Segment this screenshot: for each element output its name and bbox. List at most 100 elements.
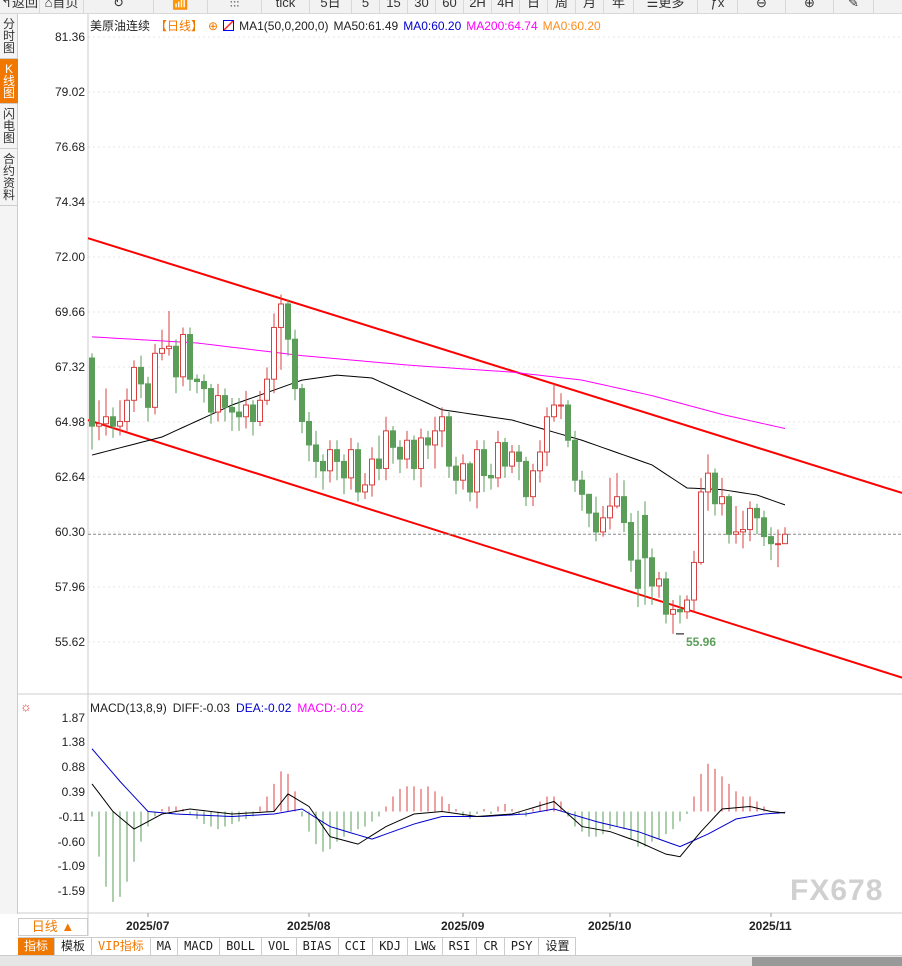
toolbar-button-19[interactable]: ⊖ xyxy=(738,0,786,13)
candle xyxy=(432,416,438,469)
candle-body xyxy=(670,608,676,615)
tab-3[interactable]: MA xyxy=(150,938,179,956)
macd-legend: MACD(13,8,9) DIFF:-0.03 DEA:-0.02 MACD:-… xyxy=(90,701,363,715)
sidebar-item-1[interactable]: K线图 xyxy=(0,59,18,104)
candle-body xyxy=(320,460,326,472)
candle xyxy=(376,435,382,481)
candle-body xyxy=(313,444,319,462)
candle xyxy=(719,477,725,516)
candle xyxy=(663,571,669,624)
tab-8[interactable]: CCI xyxy=(338,938,374,956)
candle xyxy=(194,374,200,394)
candle xyxy=(551,383,557,422)
toolbar-button-3[interactable]: 📶 xyxy=(154,0,208,13)
sidebar-item-3[interactable]: 合约资料 xyxy=(0,149,18,206)
candle-body xyxy=(691,561,697,601)
candle xyxy=(733,506,739,544)
candle xyxy=(103,388,109,436)
toolbar-button-9[interactable]: 30 xyxy=(408,0,436,13)
candle-body xyxy=(166,345,172,350)
indicator-name: MA1(50,0,200,0) xyxy=(239,18,329,33)
candle-body xyxy=(761,517,767,538)
toolbar-button-18[interactable]: ƒx xyxy=(698,0,738,13)
horizontal-scrollbar[interactable] xyxy=(0,955,902,966)
candle xyxy=(250,400,256,436)
toolbar-button-13[interactable]: 日 xyxy=(520,0,548,13)
toolbar-button-1[interactable]: ⌂首页 xyxy=(40,0,84,13)
sidebar-item-2[interactable]: 闪电图 xyxy=(0,104,18,149)
candle-body xyxy=(593,512,599,533)
price-tick-label: 79.02 xyxy=(54,84,85,99)
toolbar-button-0[interactable]: ↰返回 xyxy=(0,0,40,13)
price-legend: 美原油连续 【日线】 ⊕ MA1(50,0,200,0) MA50:61.49 … xyxy=(90,17,601,34)
tab-11[interactable]: RSI xyxy=(442,938,478,956)
toolbar-button-17[interactable]: ☰更多 xyxy=(634,0,698,13)
macd-name: MACD(13,8,9) xyxy=(90,701,167,715)
tab-2[interactable]: VIP指标 xyxy=(92,938,151,956)
toolbar-button-10[interactable]: 60 xyxy=(436,0,464,13)
crosshair-icon[interactable]: ⊕ xyxy=(208,18,219,33)
toolbar-button-2[interactable]: ↻ xyxy=(84,0,154,13)
tab-14[interactable]: 设置 xyxy=(539,938,577,956)
toolbar: ↰返回 ⌂首页 ↻ 📶 ⫶⫶⫶ tick 5日 5 15 30 60 2H 4H 日周月年 ☰更多 ƒx ⊖ ⊕ ✎ xyxy=(0,0,902,14)
toolbar-button-20[interactable]: ⊕ xyxy=(786,0,834,13)
indicator-icon[interactable] xyxy=(223,20,235,31)
toolbar-button-6[interactable]: 5日 xyxy=(310,0,352,13)
toolbar-button-11[interactable]: 2H xyxy=(464,0,492,13)
tab-4[interactable]: MACD xyxy=(178,938,221,956)
candle xyxy=(96,400,102,441)
diff-value: DIFF:-0.03 xyxy=(172,701,231,715)
candle-body xyxy=(628,522,634,561)
symbol-name: 美原油连续 xyxy=(90,19,151,33)
candle-body xyxy=(215,395,221,413)
toolbar-button-12[interactable]: 4H xyxy=(492,0,520,13)
scrollbar-thumb[interactable] xyxy=(752,957,902,966)
tab-1[interactable]: 模板 xyxy=(55,938,93,956)
macd-settings-icon[interactable]: ☼ xyxy=(20,699,32,714)
tab-10[interactable]: LW& xyxy=(407,938,443,956)
candle xyxy=(607,477,613,530)
candle xyxy=(306,412,312,462)
candle-body xyxy=(635,559,641,589)
sidebar-item-0[interactable]: 分时图 xyxy=(0,14,18,59)
candle xyxy=(558,393,564,420)
tab-6[interactable]: VOL xyxy=(261,938,297,956)
toolbar-button-16[interactable]: 年 xyxy=(604,0,634,13)
candle-body xyxy=(145,383,151,408)
candle xyxy=(593,496,599,542)
ma50-value: MA50:61.49 xyxy=(333,18,399,33)
macd-tick-label: -1.59 xyxy=(57,884,85,899)
candle xyxy=(460,454,466,490)
toolbar-button-8[interactable]: 15 xyxy=(380,0,408,13)
candle-body xyxy=(173,345,179,378)
tab-9[interactable]: KDJ xyxy=(373,938,408,956)
toolbar-button-21[interactable]: ✎ xyxy=(834,0,874,13)
tab-5[interactable]: BOLL xyxy=(220,938,262,956)
candle-body xyxy=(509,451,515,467)
tab-13[interactable]: PSY xyxy=(504,938,540,956)
candle-body xyxy=(565,404,571,441)
candle-body xyxy=(271,326,277,380)
trendline-0[interactable] xyxy=(87,237,902,494)
toolbar-button-5[interactable]: tick xyxy=(262,0,310,13)
toolbar-button-15[interactable]: 月 xyxy=(576,0,604,13)
period-label: 【日线】 xyxy=(155,19,204,33)
toolbar-button-14[interactable]: 周 xyxy=(548,0,576,13)
candle-body xyxy=(243,404,249,418)
tab-7[interactable]: BIAS xyxy=(296,938,339,956)
candle-body xyxy=(355,449,361,493)
candle xyxy=(439,407,445,448)
tab-12[interactable]: CR xyxy=(477,938,505,956)
candle xyxy=(761,510,767,547)
toolbar-button-4[interactable]: ⫶⫶⫶ xyxy=(208,0,262,13)
candle xyxy=(656,571,662,598)
candle xyxy=(544,407,550,467)
tab-0[interactable]: 指标 xyxy=(18,938,56,956)
candle-body xyxy=(614,496,620,507)
period-selector[interactable]: 日线 ▲ xyxy=(18,918,88,936)
candle-body xyxy=(292,338,298,390)
toolbar-button-7[interactable]: 5 xyxy=(352,0,380,13)
trendline-1[interactable] xyxy=(87,419,902,679)
candle xyxy=(453,456,459,495)
